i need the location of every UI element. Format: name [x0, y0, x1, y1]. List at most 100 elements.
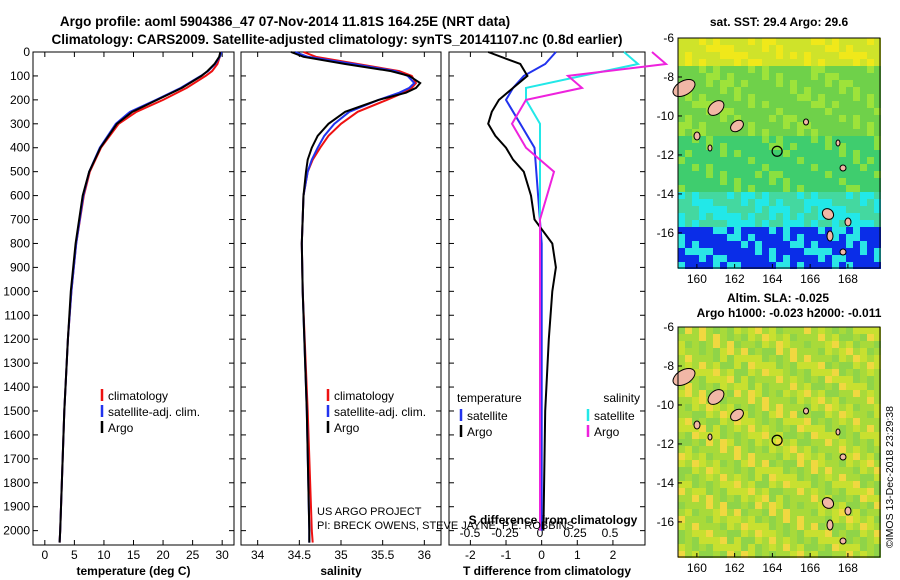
- map-cell: [769, 376, 776, 383]
- map-cell: [811, 481, 818, 488]
- map-cell: [734, 362, 741, 369]
- map-cell: [762, 355, 769, 362]
- map-cell: [699, 52, 706, 59]
- map-cell: [860, 383, 867, 390]
- map-cell: [797, 481, 804, 488]
- map-cell: [706, 206, 713, 213]
- map-cell: [839, 122, 846, 129]
- island-shape: [672, 78, 696, 98]
- map-cell: [860, 66, 867, 73]
- map-cell: [832, 397, 839, 404]
- map-cell: [741, 432, 748, 439]
- x-axis-label: T difference from climatology: [463, 564, 631, 578]
- map-cell: [797, 129, 804, 136]
- map-cell: [713, 432, 720, 439]
- map-cell: [867, 234, 874, 241]
- map-cell: [762, 115, 769, 122]
- x-tick-label: 30: [215, 548, 229, 562]
- map-cell: [825, 255, 832, 262]
- map-cell: [699, 255, 706, 262]
- map-cell: [776, 178, 783, 185]
- map-cell: [804, 262, 811, 269]
- map-cell: [860, 327, 867, 334]
- map-cell: [678, 530, 685, 537]
- map-cell: [762, 341, 769, 348]
- map-cell: [734, 502, 741, 509]
- map-cell: [804, 362, 811, 369]
- map-cell: [818, 108, 825, 115]
- map-cell: [874, 199, 881, 206]
- map-cell: [706, 418, 713, 425]
- map-cell: [846, 248, 853, 255]
- map-cell: [853, 383, 860, 390]
- y-tick-label: 1800: [3, 476, 30, 490]
- map-cell: [678, 227, 685, 234]
- map-cell: [692, 52, 699, 59]
- map-cell: [804, 327, 811, 334]
- map-cell: [874, 523, 881, 530]
- map-cell: [867, 348, 874, 355]
- map-cell: [692, 143, 699, 150]
- y-tick-label: 1100: [4, 308, 30, 322]
- map-cell: [741, 481, 748, 488]
- plot-frame: [240, 51, 442, 546]
- map-cell: [797, 509, 804, 516]
- map-cell: [867, 255, 874, 262]
- map-cell: [797, 516, 804, 523]
- map-cell: [748, 425, 755, 432]
- map-cell: [860, 136, 867, 143]
- map-cell: [713, 348, 720, 355]
- map-cell: [720, 178, 727, 185]
- map-cell: [818, 460, 825, 467]
- map-cell: [846, 87, 853, 94]
- map-cell: [769, 157, 776, 164]
- map-cell: [846, 376, 853, 383]
- map-cell: [699, 474, 706, 481]
- map-cell: [874, 262, 881, 269]
- map-cell: [790, 439, 797, 446]
- map-cell: [860, 157, 867, 164]
- map-cell: [727, 460, 734, 467]
- x-tick-label: 162: [725, 561, 745, 575]
- map-cell: [706, 530, 713, 537]
- map-cell: [811, 474, 818, 481]
- map-cell: [734, 108, 741, 115]
- map-cell: [797, 143, 804, 150]
- map-cell: [685, 334, 692, 341]
- map-cell: [804, 206, 811, 213]
- map-cell: [804, 94, 811, 101]
- map-cell: [818, 362, 825, 369]
- map-cell: [762, 122, 769, 129]
- map-cell: [804, 157, 811, 164]
- map-cell: [769, 220, 776, 227]
- map-cell: [685, 439, 692, 446]
- map-cell: [720, 143, 727, 150]
- map-cell: [860, 544, 867, 551]
- map-cell: [839, 38, 846, 45]
- map-cell: [776, 453, 783, 460]
- map-cell: [720, 355, 727, 362]
- map-cell: [867, 136, 874, 143]
- map-cell: [678, 45, 685, 52]
- map-cell: [720, 411, 727, 418]
- map-cell: [678, 234, 685, 241]
- map-cell: [713, 544, 720, 551]
- map-cell: [853, 460, 860, 467]
- island-shape: [844, 217, 852, 227]
- map-cell: [699, 404, 706, 411]
- map-cell: [804, 397, 811, 404]
- map-cell: [783, 122, 790, 129]
- map-cell: [797, 460, 804, 467]
- map-cell: [734, 150, 741, 157]
- map-cell: [790, 376, 797, 383]
- map-cell: [874, 460, 881, 467]
- map-cell: [713, 136, 720, 143]
- legend-label: Argo: [594, 425, 620, 439]
- map-cell: [692, 530, 699, 537]
- map-cell: [860, 94, 867, 101]
- map-cell: [727, 544, 734, 551]
- map-cell: [720, 334, 727, 341]
- map-cell: [685, 115, 692, 122]
- island-shape: [835, 139, 841, 147]
- map-cell: [741, 369, 748, 376]
